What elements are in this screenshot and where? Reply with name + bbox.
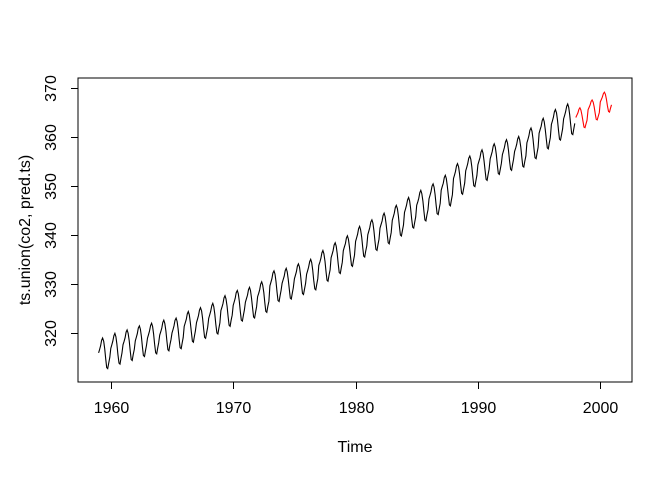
y-tick-label: 320 — [43, 320, 60, 347]
y-tick-label: 330 — [43, 271, 60, 298]
x-tick-label: 1990 — [461, 400, 497, 417]
y-axis-label: ts.union(co2, pred.ts) — [17, 155, 34, 305]
axis-ticks — [71, 88, 601, 389]
prediction-series-line — [575, 91, 613, 129]
series-lines — [98, 91, 613, 370]
x-tick-label: 1980 — [339, 400, 375, 417]
y-tick-label: 370 — [43, 75, 60, 102]
y-tick-label: 350 — [43, 173, 60, 200]
y-tick-label: 360 — [43, 124, 60, 151]
axis-tick-labels: 1960 1970 1980 1990 2000 320 330 340 350 360 370 — [43, 75, 618, 417]
co2-series-line — [98, 102, 576, 370]
plot-box — [77, 77, 633, 383]
x-tick-label: 1960 — [94, 400, 130, 417]
x-tick-label: 1970 — [216, 400, 252, 417]
y-tick-label: 340 — [43, 222, 60, 249]
x-axis-label: Time — [338, 439, 373, 456]
x-tick-label: 2000 — [583, 400, 619, 417]
